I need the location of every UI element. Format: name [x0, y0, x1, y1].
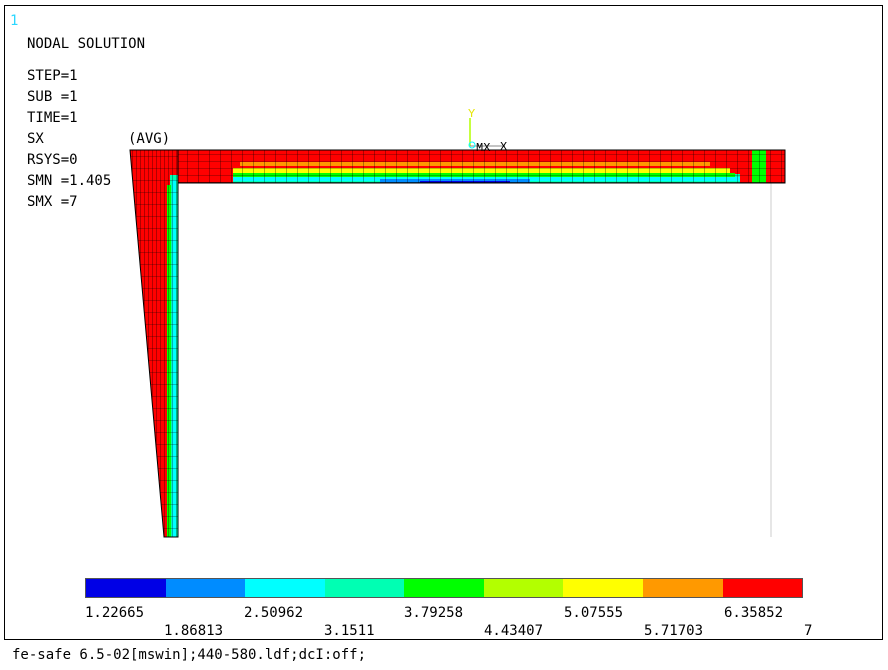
plot-title: NODAL SOLUTION: [27, 36, 146, 52]
time-label: TIME=1: [27, 110, 78, 126]
legend-value: 5.71703: [644, 623, 704, 639]
step-label: STEP=1: [27, 68, 78, 84]
sub-label: SUB =1: [27, 89, 78, 105]
legend-band-7: [563, 579, 643, 597]
smn-label: SMN =1.405: [27, 173, 112, 189]
legend-value: 7: [804, 623, 813, 639]
color-legend: [85, 578, 803, 598]
legend-value: 1.22665: [85, 605, 145, 621]
legend-value: 4.43407: [484, 623, 544, 639]
legend-band-8: [642, 579, 723, 597]
legend-band-1: [86, 579, 166, 597]
y-axis-label: Y: [468, 107, 475, 121]
legend-band-2: [165, 579, 246, 597]
legend-value: 5.07555: [564, 605, 624, 621]
command-line-status: fe-safe 6.5-02[mswin];440-580.ldf;dcI:of…: [12, 647, 367, 663]
legend-value: 1.86813: [164, 623, 224, 639]
rsys-label: RSYS=0: [27, 152, 78, 168]
coordinate-triad: [468, 118, 505, 149]
legend-value: 6.35852: [724, 605, 784, 621]
avg-label: (AVG): [128, 131, 171, 147]
horizontal-slab: [177, 149, 786, 184]
contour-plot[interactable]: Y MX X: [0, 0, 888, 640]
legend-value: 3.1511: [324, 623, 375, 639]
legend-value: 3.79258: [404, 605, 464, 621]
legend-band-9: [722, 579, 803, 597]
vertical-wall: [129, 149, 179, 538]
legend-band-3: [245, 579, 325, 597]
legend-band-5: [404, 579, 484, 597]
legend-band-6: [483, 579, 564, 597]
mx-label: MX: [476, 141, 490, 155]
result-item-label: SX: [27, 131, 44, 147]
legend-value: 2.50962: [244, 605, 304, 621]
window-number: 1: [10, 13, 19, 29]
smx-label: SMX =7: [27, 194, 78, 210]
x-axis-label: X: [500, 140, 507, 154]
legend-band-4: [324, 579, 405, 597]
